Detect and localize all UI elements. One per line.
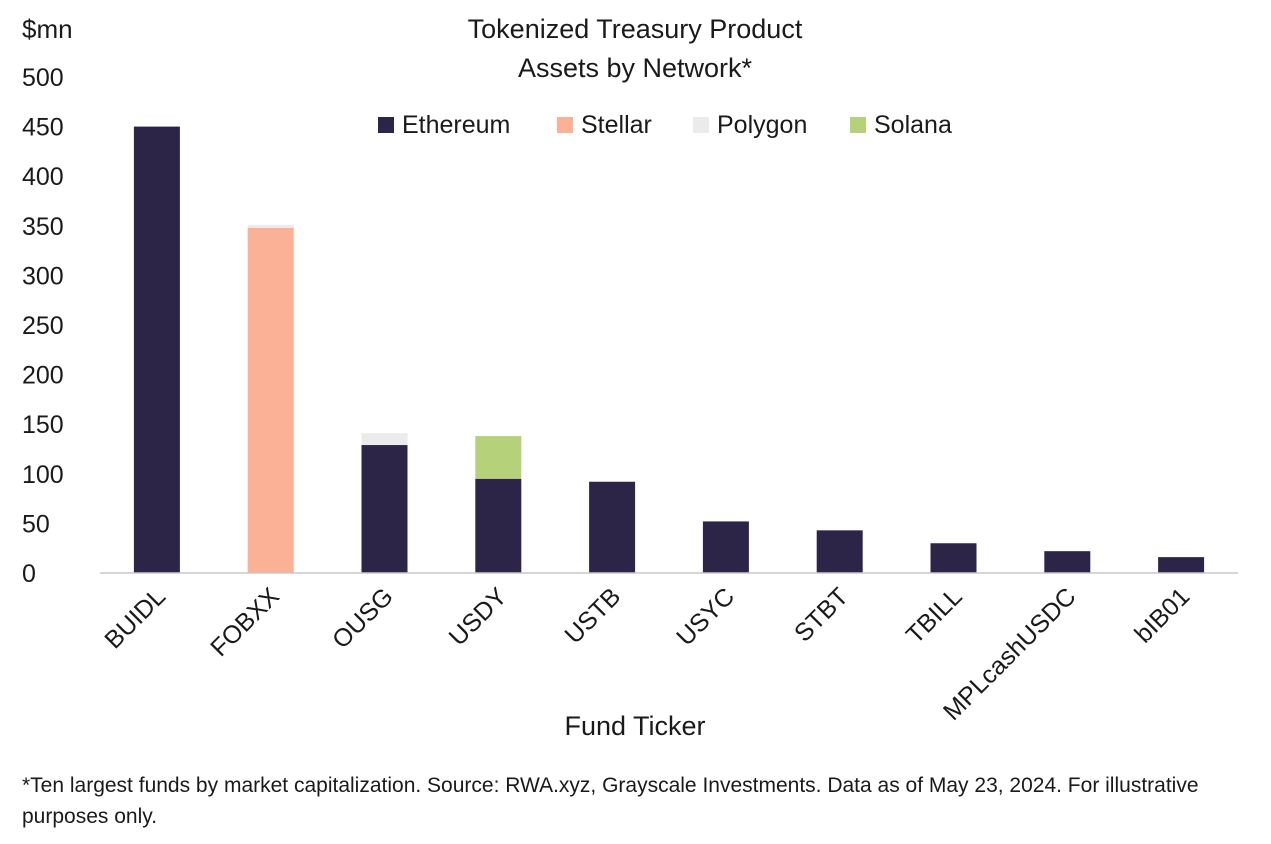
legend-label-stellar: Stellar: [581, 111, 652, 139]
x-tick-label: USDY: [444, 582, 513, 651]
x-tick-label: TBILL: [901, 582, 968, 649]
legend-swatch-stellar: [557, 117, 573, 133]
y-tick-label: 250: [22, 312, 64, 340]
legend-swatch-ethereum: [378, 117, 394, 133]
y-tick-label: 450: [22, 114, 64, 142]
footnote: *Ten largest funds by market capitalizat…: [22, 774, 1199, 828]
bar-OUSG-ethereum: [361, 445, 408, 573]
y-tick-label: 500: [22, 64, 64, 92]
x-tick-label: USYC: [671, 582, 740, 651]
legend: Ethereum Stellar Polygon Solana: [378, 111, 952, 139]
x-tick-label: FOBXX: [205, 582, 285, 662]
bar-USTB-ethereum: [589, 481, 636, 573]
legend-label-ethereum: Ethereum: [402, 111, 510, 139]
y-tick-label: 350: [22, 213, 64, 241]
y-tick-label: 200: [22, 362, 64, 390]
y-axis-ticks: 0 50 100 150 200 250 300 350 400 450 500: [22, 64, 64, 588]
x-tick-label: STBT: [789, 582, 854, 647]
bar-STBT-ethereum: [816, 530, 863, 573]
y-tick-label: 0: [22, 560, 36, 588]
legend-swatch-solana: [850, 117, 866, 133]
bar-BUIDL-ethereum: [133, 126, 180, 573]
bar-OUSG-polygon: [361, 433, 408, 446]
y-tick-label: 400: [22, 163, 64, 191]
bar-bIB01-ethereum: [1158, 557, 1205, 573]
x-tick-label: OUSG: [327, 582, 399, 654]
bar-TBILL-ethereum: [930, 543, 977, 573]
y-axis-label: $mn: [22, 14, 73, 44]
y-tick-label: 50: [22, 510, 50, 538]
legend-label-solana: Solana: [874, 111, 952, 139]
bar-FOBXX-stellar: [247, 227, 294, 573]
x-axis-ticks: BUIDL FOBXX OUSG USDY USTB USYC STBT TBILLMPLca…: [99, 582, 1195, 726]
y-tick-label: 100: [22, 461, 64, 489]
bar-USDY-solana: [475, 436, 522, 479]
legend-swatch-polygon: [693, 117, 709, 133]
x-tick-label: USTB: [559, 582, 626, 649]
chart-title: Tokenized Treasury Product: [468, 14, 803, 44]
y-tick-label: 150: [22, 411, 64, 439]
bar-USYC-ethereum: [702, 521, 749, 573]
legend-label-polygon: Polygon: [717, 111, 807, 139]
x-tick-label: BUIDL: [99, 582, 171, 654]
bar-chart: Tokenized Treasury Product Assets by Net…: [22, 14, 1238, 741]
x-tick-label: bIB01: [1129, 582, 1195, 648]
x-axis-label: Fund Ticker: [564, 711, 705, 741]
y-tick-label: 300: [22, 262, 64, 290]
chart-subtitle: Assets by Network*: [518, 53, 753, 83]
bars: [133, 126, 1205, 573]
bar-MPLcashUSDC-ethereum: [1044, 551, 1091, 573]
bar-USDY-ethereum: [475, 478, 522, 573]
bar-FOBXX-polygon: [247, 224, 294, 228]
